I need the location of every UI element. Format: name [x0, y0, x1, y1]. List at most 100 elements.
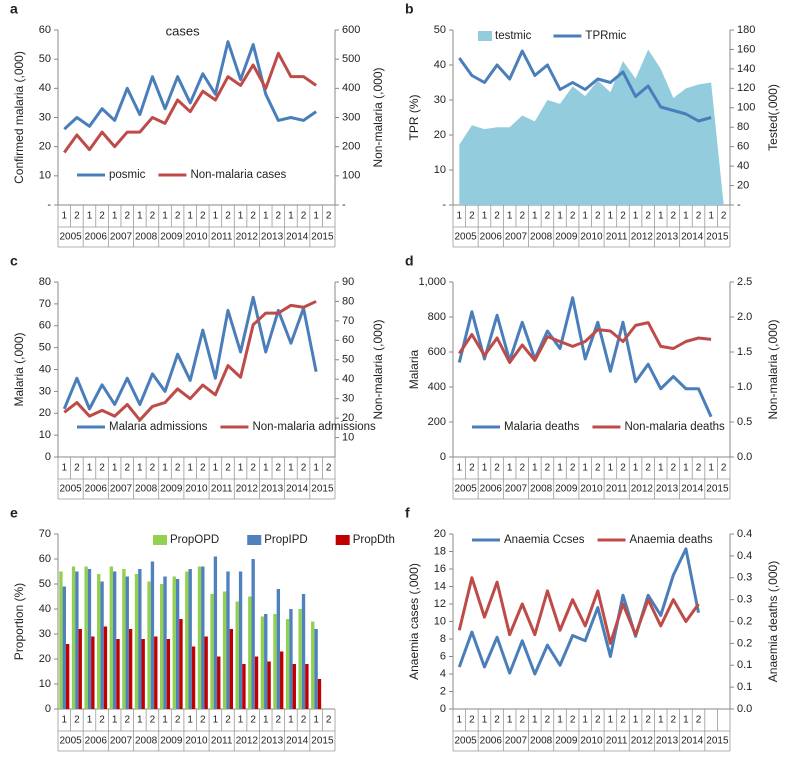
x-tick-label: 2: [175, 211, 181, 222]
y2-tick-label: 40: [342, 373, 354, 385]
y-axis-title: Malaria: [407, 350, 421, 390]
bar: [314, 629, 318, 709]
bar: [305, 664, 309, 709]
year-label: 2012: [236, 232, 259, 243]
y2-tick-label: 0.4: [737, 550, 752, 562]
legend-swatch: [478, 31, 492, 41]
y2-axis-title: Non-malaria (,000): [371, 319, 385, 419]
y-tick-label: 60: [39, 553, 51, 565]
year-label: 2012: [236, 484, 259, 495]
x-tick-label: 1: [557, 715, 563, 726]
x-tick-label: 1: [683, 211, 689, 222]
year-label: 2013: [656, 484, 679, 495]
line: [63, 300, 317, 422]
x-tick-label: 2: [469, 211, 475, 222]
x-tick-label: 1: [162, 211, 168, 222]
y-tick-label: 1,000: [418, 276, 446, 288]
y-tick-label: 20: [39, 407, 51, 419]
bar: [87, 569, 92, 709]
legend-label: Anaemia deaths: [630, 534, 713, 546]
x-tick-label: 1: [683, 715, 689, 726]
x-tick-label: 1: [313, 211, 319, 222]
bar: [285, 619, 290, 709]
x-tick-label: 2: [99, 715, 105, 726]
x-tick-label: 1: [532, 463, 538, 474]
bar: [273, 614, 277, 709]
x-tick-label: 1: [87, 463, 93, 474]
legend-label: testmic: [495, 30, 532, 42]
y2-tick-label: 60: [342, 334, 354, 346]
x-tick-label: 2: [99, 463, 105, 474]
x-tick-label: 1: [557, 463, 563, 474]
x-tick-label: 2: [570, 715, 576, 726]
y-tick-label: 30: [434, 94, 446, 106]
x-tick-label: 2: [570, 463, 576, 474]
x-tick-label: 2: [225, 715, 231, 726]
y2-tick-label: 80: [737, 121, 749, 133]
year-label: 2006: [480, 736, 503, 747]
bar: [71, 566, 76, 709]
year-label: 2007: [110, 232, 133, 243]
y-tick-label: 14: [434, 580, 446, 592]
bar: [172, 576, 176, 709]
bar: [317, 679, 322, 709]
x-tick-label: 1: [263, 715, 269, 726]
x-tick-label: 2: [124, 211, 130, 222]
x-tick-label: 1: [288, 463, 294, 474]
year-label: 2010: [185, 484, 208, 495]
panel-label: a: [10, 1, 18, 17]
y2-tick-label: 50: [342, 354, 354, 366]
x-tick-label: 1: [633, 715, 639, 726]
x-tick-label: 2: [301, 715, 307, 726]
y-tick-label: 20: [434, 129, 446, 141]
year-label: 2009: [160, 232, 183, 243]
bar: [62, 586, 66, 709]
y-tick-label: 18: [434, 545, 446, 557]
y2-tick-label: 400: [342, 82, 360, 94]
y-tick-label: 20: [39, 653, 51, 665]
x-tick-label: 2: [545, 463, 551, 474]
y-tick-label: 6: [440, 650, 446, 662]
year-label: 2005: [454, 232, 477, 243]
y-axis-title: Malaria (,000): [12, 332, 26, 406]
y2-tick-label: 120: [737, 82, 755, 94]
year-label: 2007: [505, 484, 528, 495]
x-tick-label: 2: [671, 715, 677, 726]
x-tick-label: 1: [532, 211, 538, 222]
line: [457, 547, 700, 676]
x-tick-label: 1: [288, 211, 294, 222]
x-tick-label: 2: [696, 715, 702, 726]
y-tick-label: 80: [39, 276, 51, 288]
y-tick-label: 0: [45, 451, 51, 463]
year-label: 2014: [286, 232, 309, 243]
y-axis-title: Anaemia cases (,000): [407, 563, 421, 680]
x-tick-label: 2: [200, 715, 206, 726]
y-tick-label: 30: [39, 385, 51, 397]
year-label: 2014: [286, 736, 309, 747]
bar: [179, 619, 183, 709]
line: [62, 295, 318, 411]
year-label: 2013: [261, 736, 284, 747]
x-tick-label: 1: [608, 715, 614, 726]
bar: [188, 569, 192, 709]
year-label: 2005: [59, 484, 82, 495]
y2-tick-label: 500: [342, 53, 360, 65]
x-tick-label: 2: [545, 715, 551, 726]
x-tick-label: 2: [494, 463, 500, 474]
y-tick-label: 600: [428, 346, 446, 358]
y-tick-label: 2: [440, 685, 446, 697]
y-tick-label: 30: [39, 628, 51, 640]
y-tick-label: -: [47, 199, 51, 211]
legend-swatch: [247, 535, 262, 545]
x-tick-label: 1: [238, 211, 244, 222]
x-tick-label: 1: [87, 211, 93, 222]
year-label: 2008: [135, 484, 158, 495]
x-tick-label: 2: [74, 715, 80, 726]
x-tick-label: 1: [263, 211, 269, 222]
x-tick-label: 1: [162, 715, 168, 726]
y2-tick-label: 20: [737, 179, 749, 191]
bar: [280, 651, 284, 709]
bar: [185, 571, 189, 709]
x-tick-label: 1: [62, 463, 68, 474]
